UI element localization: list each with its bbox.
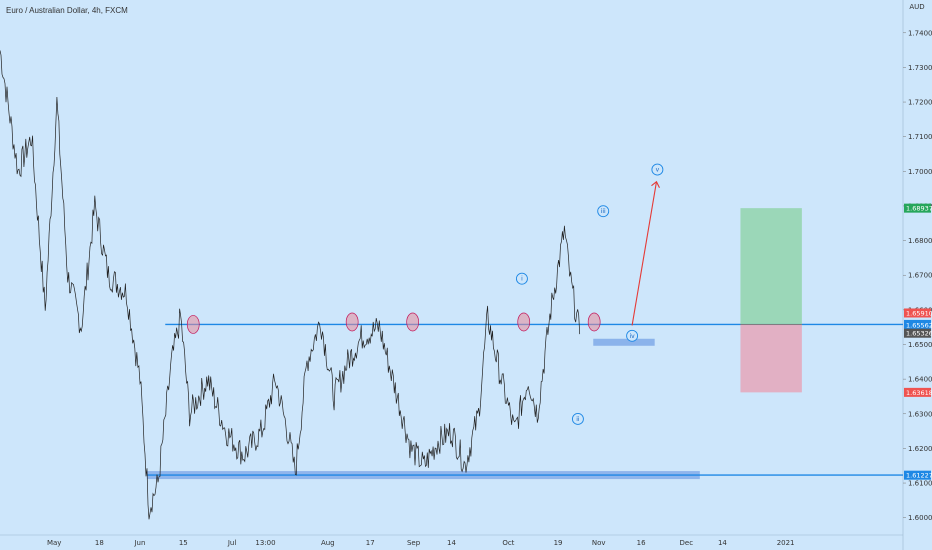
x-tick-label: May [47, 539, 61, 547]
price-tag-bg [904, 320, 931, 330]
x-tick-label: 19 [554, 539, 563, 547]
x-tick-label: Oct [502, 539, 514, 547]
price-tag-bg [904, 387, 931, 397]
wave-label-circle [515, 272, 528, 285]
x-tick-label: Dec [680, 539, 694, 547]
y-tick-label: 1.65000 [908, 341, 932, 349]
x-tick-label: 14 [447, 539, 456, 547]
x-tick-label: 17 [366, 539, 375, 547]
wave-label-circle [626, 329, 639, 342]
y-tick-label: 1.60000 [908, 514, 932, 522]
wave-label-circle [571, 413, 584, 425]
price-tag-bg [904, 308, 931, 318]
price-tag-label: 1.65326 [906, 330, 932, 338]
wave-label-ii: ii [576, 416, 580, 423]
wave-label-circle [651, 163, 664, 176]
price-tag-bg [904, 470, 931, 480]
price-tag-label: 1.61227 [906, 472, 932, 480]
resistance-touch-marker [345, 312, 359, 332]
price-tag-bg [904, 328, 931, 338]
position-stop-zone [740, 324, 802, 393]
price-series [0, 50, 581, 520]
wave-iv-zone [593, 338, 655, 346]
wave-label-i: i [521, 276, 523, 283]
position-profit-zone [740, 208, 802, 325]
x-tick-label: 14 [718, 539, 727, 547]
price-tag-label: 1.65910 [906, 309, 932, 317]
y-tick-label: 1.68000 [908, 237, 932, 245]
y-tick-label: 1.62000 [908, 445, 932, 453]
x-tick-label: 18 [95, 539, 104, 547]
wave-label-v: v [656, 167, 660, 174]
resistance-touch-marker [186, 315, 200, 334]
y-tick-label: 1.70000 [908, 168, 932, 176]
y-tick-label: 1.64000 [908, 376, 932, 384]
y-tick-label: 1.67000 [908, 272, 932, 280]
x-tick-label: 13:00 [255, 539, 275, 547]
price-tag-label: 1.65562 [906, 322, 932, 330]
y-tick-label: 1.63000 [908, 410, 932, 418]
y-tick-label: 1.74000 [908, 29, 932, 37]
y-tick-label: 1.73000 [908, 64, 932, 72]
y-tick-label: 1.71000 [908, 133, 932, 141]
wave-label-iv: iv [629, 333, 635, 340]
resistance-touch-marker [587, 312, 601, 332]
resistance-touch-marker [517, 312, 531, 332]
wave-label-iii: iii [601, 208, 606, 215]
y-tick-label: 1.61000 [908, 480, 932, 488]
y-tick-label: 1.72000 [908, 99, 932, 107]
projection-arrow-line [631, 181, 658, 326]
x-tick-label: Nov [592, 539, 606, 547]
x-tick-label: Jun [133, 539, 145, 547]
x-tick-label: 16 [637, 539, 646, 547]
resistance-touch-marker [406, 312, 420, 332]
x-tick-label: 2021 [777, 539, 795, 547]
x-tick-label: Jul [227, 539, 237, 547]
price-axis-panel [903, 0, 932, 550]
price-tag-bg [904, 203, 931, 213]
x-tick-label: 15 [179, 539, 188, 547]
currency-label: AUD [909, 3, 924, 11]
price-tag-label: 1.68937 [906, 205, 932, 213]
x-tick-label: Sep [407, 539, 421, 547]
chart-title: Euro / Australian Dollar, 4h, FXCM [6, 6, 128, 15]
x-tick-label: Aug [321, 539, 335, 547]
projection-arrow-head [651, 180, 660, 188]
price-tag-label: 1.63618 [906, 389, 932, 397]
wave-label-circle [597, 205, 610, 218]
